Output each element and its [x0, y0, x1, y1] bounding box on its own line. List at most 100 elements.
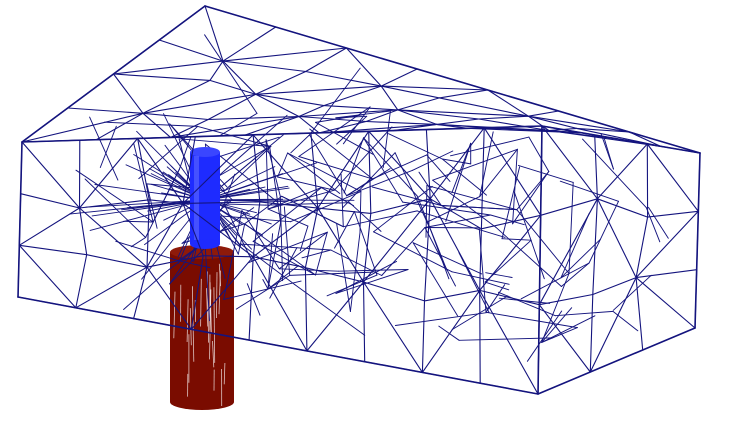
mesh-interior-edge [426, 184, 518, 211]
mesh-interior-edge [451, 142, 472, 194]
mesh-edge [594, 134, 598, 200]
mesh-edge [182, 201, 261, 204]
mesh-edge [202, 255, 254, 258]
mesh-interior-edge [235, 274, 291, 310]
mesh-interior-edge [512, 171, 550, 225]
mesh-interior-edge [262, 279, 269, 290]
mesh-edge [538, 304, 591, 373]
mesh-edge [594, 134, 648, 145]
mesh-interior-edge [485, 272, 513, 278]
lower-cylinder-facet [189, 308, 192, 346]
mesh-interior-edge [299, 225, 309, 252]
mesh-edge [540, 198, 598, 216]
mesh-interior-edge [559, 180, 619, 202]
mesh-edge [158, 39, 224, 62]
mesh-edge [362, 281, 426, 302]
mesh-interior-edge [388, 133, 443, 160]
mesh-edge [538, 293, 594, 306]
mesh-interior-edge [441, 158, 487, 196]
mesh-edge [596, 198, 637, 279]
mesh-edge [137, 137, 150, 201]
mesh-interior-edge [382, 110, 391, 169]
mesh-edge [538, 198, 598, 306]
mesh-edge [79, 137, 139, 141]
mesh-edge [112, 73, 211, 81]
mesh-edge [635, 277, 644, 351]
mesh-edge [146, 199, 150, 268]
mesh-interior-edge [278, 268, 339, 272]
mesh-edge [142, 93, 257, 114]
mesh-edge [75, 307, 135, 320]
mesh-edge [298, 105, 325, 118]
mesh-edge [20, 141, 23, 195]
mesh-edge [694, 269, 698, 329]
mesh-edge [436, 118, 480, 125]
mesh-edge [20, 193, 81, 209]
mesh-interior-edge [265, 202, 351, 206]
mesh-interior-edge [309, 128, 373, 180]
mesh-edge [18, 193, 22, 246]
mesh-edge [222, 60, 257, 95]
mesh-edge [479, 382, 539, 395]
mesh-interior-edge [373, 185, 433, 233]
mesh-interior-edge [315, 231, 328, 276]
mesh-edge [255, 85, 382, 95]
mesh-edge [78, 199, 150, 209]
mesh-interior-edge [603, 137, 614, 170]
mesh-edge [345, 47, 382, 87]
mesh-edge [317, 130, 370, 209]
mesh-edge [75, 266, 148, 309]
mesh-edge [479, 289, 481, 384]
mesh-interior-edge [336, 223, 351, 312]
mesh-interior-edge [246, 283, 261, 316]
mesh-interior-edge [294, 284, 366, 336]
mesh-edge [204, 5, 224, 62]
mesh-edge [527, 110, 560, 117]
mesh-edge [142, 112, 209, 121]
mesh-edge [479, 214, 542, 291]
mesh-interior-edge [223, 280, 302, 300]
mesh-edge [628, 131, 662, 147]
mesh-interior-edge [495, 226, 562, 287]
mesh-edge [78, 207, 148, 268]
mesh-interior-edge [277, 176, 335, 191]
mesh-interior-edge [326, 274, 378, 297]
mesh-edge [467, 127, 583, 134]
mesh-edge [646, 143, 701, 154]
mesh-edge [365, 109, 399, 123]
mesh-edge [592, 277, 637, 296]
mesh-edge [480, 214, 542, 230]
mesh-edge [537, 304, 540, 395]
mesh-edge [537, 371, 591, 395]
mesh-edge [364, 361, 423, 373]
mesh-interior-edges [21, 5, 701, 362]
mesh-edge [635, 210, 699, 279]
mesh-edge [86, 254, 148, 268]
mesh-interior-edge [516, 209, 570, 274]
lower-cylinder-facet [206, 288, 209, 327]
mesh-interior-edge [103, 121, 199, 127]
mesh-edge [252, 134, 261, 203]
mesh-edge [207, 93, 257, 121]
mesh-edge [635, 277, 696, 329]
mesh-interior-edge [346, 168, 391, 197]
mesh-interior-edge [490, 214, 525, 226]
mesh-interior-edge [501, 238, 532, 241]
mesh-edge [190, 255, 204, 330]
mesh-edge [541, 125, 596, 136]
mesh-edge [397, 109, 438, 125]
mesh-edge [483, 125, 543, 129]
mesh-edge [304, 207, 319, 269]
mesh-edge [252, 256, 306, 269]
mesh-edge [248, 256, 254, 341]
mesh-edge [540, 125, 543, 216]
box-edge [21, 5, 206, 143]
mesh-edge [635, 216, 649, 279]
mesh-interior-edge [130, 237, 147, 248]
mesh-edge [589, 277, 637, 373]
mesh-interior-edge [582, 138, 647, 209]
mesh-interior-edge [372, 154, 428, 180]
mesh-edge [18, 244, 88, 256]
